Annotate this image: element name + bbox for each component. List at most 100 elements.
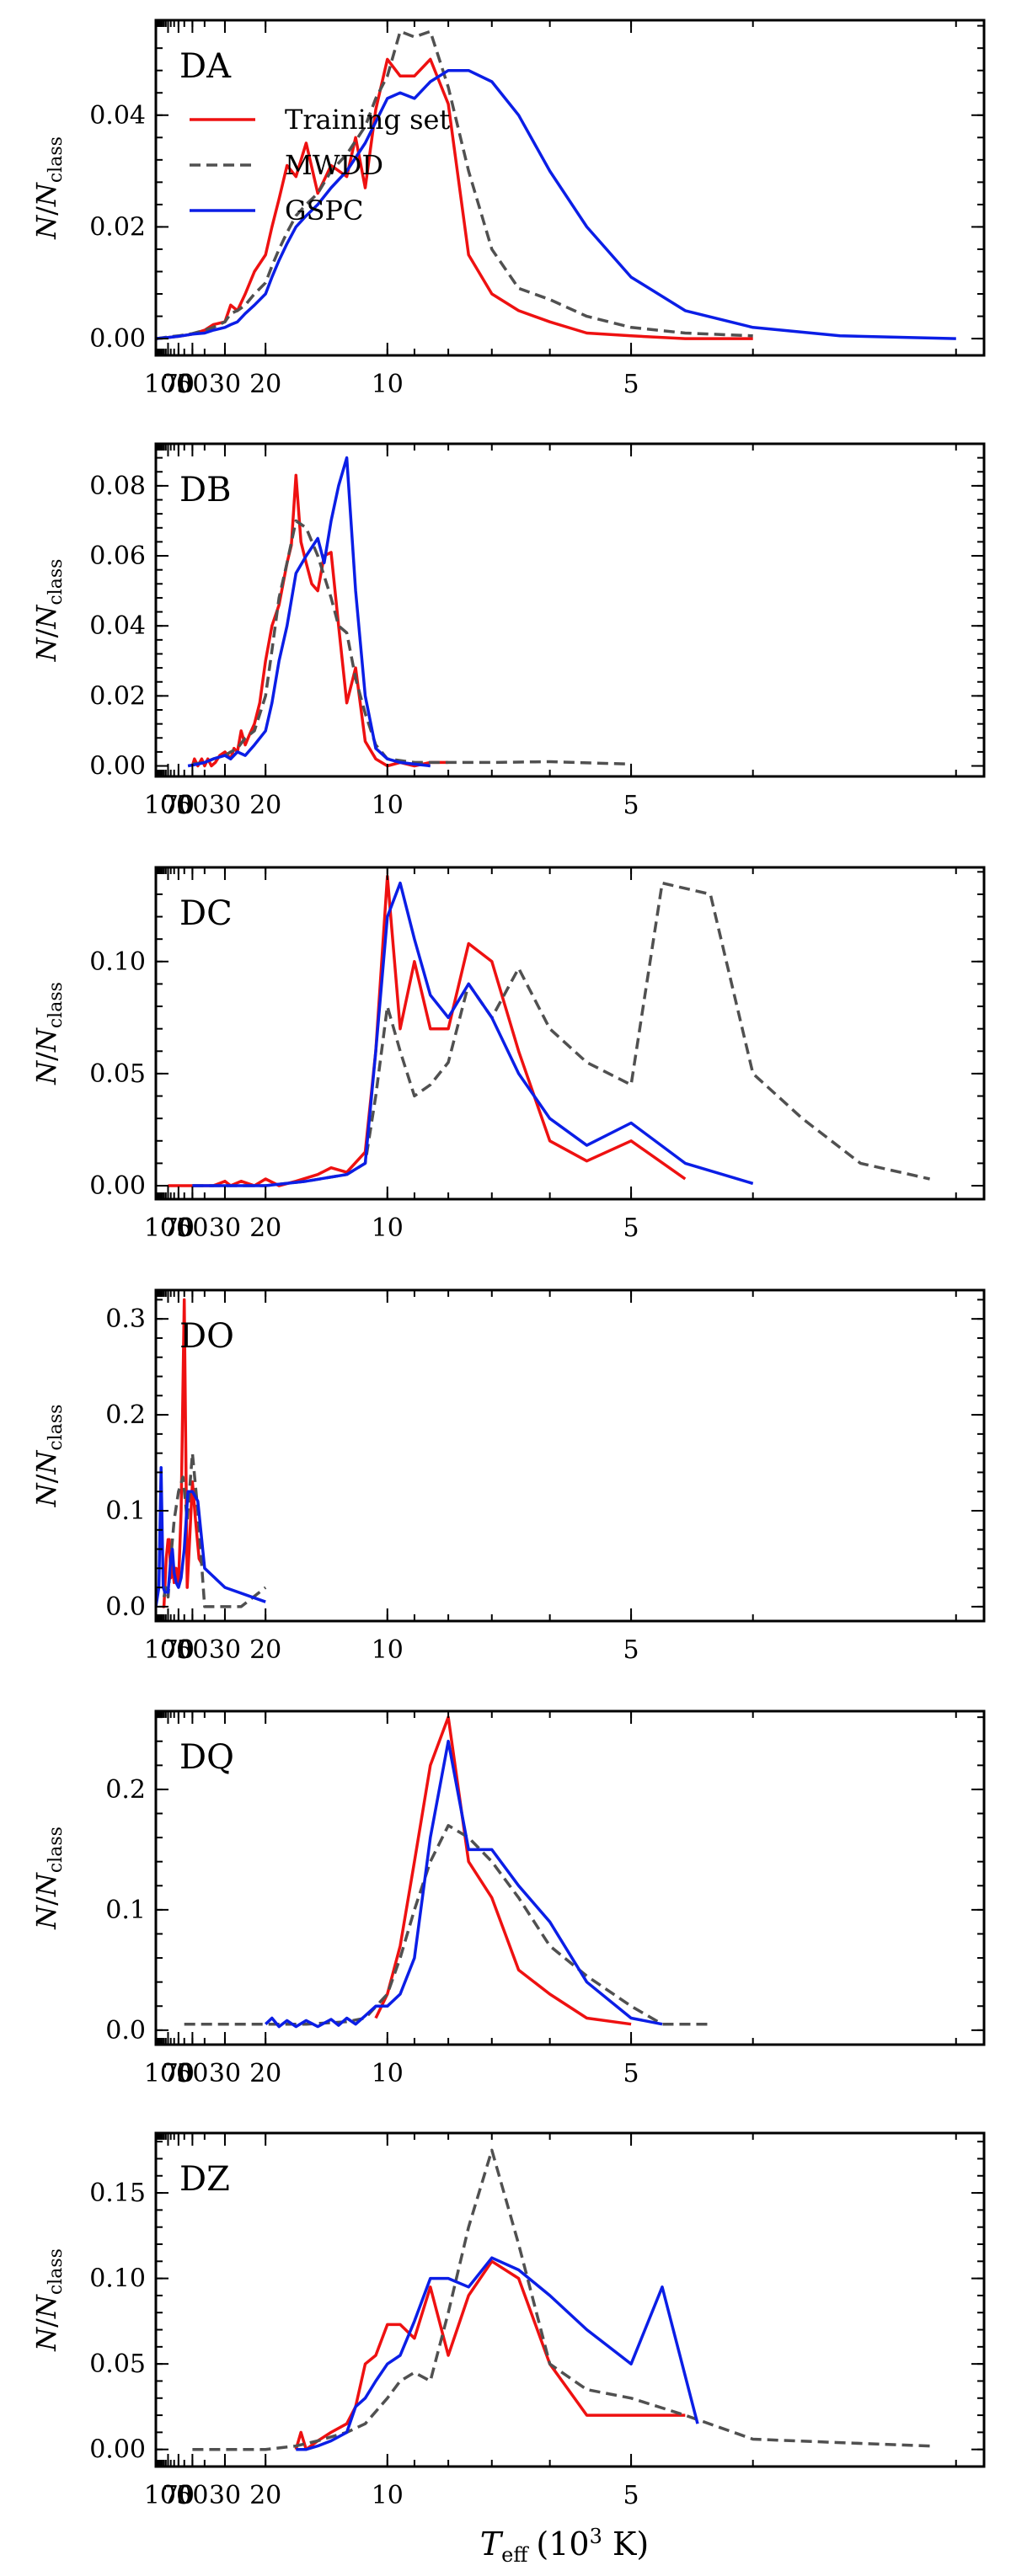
x-tick-label: 50 — [176, 1635, 208, 1665]
series-line-training-set — [162, 1298, 203, 1608]
panel-label: DA — [179, 47, 232, 86]
x-tick-label: 30 — [209, 791, 241, 820]
x-tick-label: 70 — [163, 370, 195, 399]
x-label-unit-exponent: 3 — [590, 2525, 602, 2548]
x-tick-label: 10 — [372, 2059, 404, 2088]
series-line-gspc — [296, 2256, 699, 2451]
y-tick-label: 0.2 — [105, 1400, 146, 1430]
x-tick-label: 30 — [209, 2059, 241, 2088]
y-tick-label: 0.3 — [105, 1304, 146, 1334]
panel-label: DO — [179, 1317, 234, 1356]
legend-label: GSPC — [285, 195, 364, 227]
y-tick-label: 0.00 — [89, 2435, 146, 2465]
x-label-symbol: T — [480, 2525, 504, 2563]
x-tick-label: 100 — [144, 1635, 192, 1665]
x-tick-label: 20 — [249, 791, 281, 820]
y-tick-label: 0.10 — [89, 947, 146, 977]
x-tick-label: 5 — [623, 1635, 639, 1665]
x-tick-label: 50 — [176, 791, 208, 820]
x-tick-label: 100 — [144, 2059, 192, 2088]
plot-frame — [154, 1709, 986, 2046]
x-tick-label: 20 — [249, 370, 281, 399]
y-label-subscript: class — [45, 2248, 67, 2295]
y-tick-label: 0.08 — [89, 472, 146, 501]
y-tick-label: 0.05 — [89, 1059, 146, 1089]
y-label-subscript: class — [45, 136, 67, 183]
x-tick-label: 10 — [372, 791, 404, 820]
x-tick-label: 10 — [372, 370, 404, 399]
y-axis-label: N/Nclass — [30, 2248, 67, 2352]
series-line-mwdd — [192, 519, 632, 766]
y-label-denominator: N — [30, 1027, 62, 1053]
panel-label: DC — [179, 894, 233, 933]
plot-frame — [154, 1288, 986, 1623]
x-tick-label: 100 — [144, 791, 192, 820]
y-tick-label: 0.04 — [89, 611, 146, 641]
y-label-numerator: N — [30, 1905, 62, 1930]
plot-frame — [154, 442, 986, 778]
y-tick-label: 0.00 — [89, 752, 146, 781]
series-line-gspc — [156, 1465, 266, 1608]
panel-label: DB — [179, 471, 231, 509]
x-label-unit-close: K) — [602, 2525, 649, 2563]
x-tick-label: 10 — [372, 1213, 404, 1243]
y-axis-label: N/Nclass — [30, 559, 67, 663]
series-line-mwdd — [192, 2148, 930, 2451]
y-tick-label: 0.02 — [89, 681, 146, 711]
series-line-training-set — [374, 1715, 632, 2026]
y-tick-label: 0.10 — [89, 2264, 146, 2294]
plot-frame — [154, 866, 986, 1201]
y-label-slash: / — [30, 1896, 62, 1906]
series-group — [156, 1298, 267, 1608]
y-label-slash: / — [30, 628, 62, 637]
x-tick-label: 100 — [144, 1213, 192, 1243]
y-label-slash: / — [30, 1474, 62, 1483]
y-tick-label: 0.00 — [89, 1171, 146, 1201]
y-tick-label: 0.0 — [105, 1592, 146, 1622]
x-tick-label: 70 — [163, 1635, 195, 1665]
series-line-training-set — [190, 473, 449, 768]
y-label-denominator: N — [30, 2294, 62, 2319]
x-label-unit-open: (10 — [536, 2525, 589, 2563]
y-label-subscript: class — [45, 982, 67, 1028]
y-tick-label: 0.1 — [105, 1896, 146, 1925]
x-tick-label: 5 — [623, 1213, 639, 1243]
y-label-denominator: N — [30, 605, 62, 630]
series-group — [168, 874, 930, 1187]
panel-label: DQ — [179, 1738, 234, 1777]
y-tick-label: 0.06 — [89, 541, 146, 571]
panel-label: DZ — [179, 2160, 230, 2199]
series-line-gspc — [156, 68, 956, 340]
x-label-subscript: eff — [501, 2543, 529, 2567]
y-axis-label: N/Nclass — [30, 1405, 67, 1508]
y-label-subscript: class — [45, 559, 67, 605]
y-label-denominator: N — [30, 182, 62, 207]
series-line-gspc — [192, 881, 754, 1187]
x-tick-label: 100 — [144, 370, 192, 399]
y-tick-label: 0.15 — [89, 2179, 146, 2208]
x-tick-label: 70 — [163, 2059, 195, 2088]
x-tick-label: 50 — [176, 1213, 208, 1243]
x-tick-label: 30 — [209, 2481, 241, 2510]
y-axis-label: N/Nclass — [30, 1827, 67, 1930]
series-line-mwdd — [162, 1451, 267, 1608]
y-label-denominator: N — [30, 1872, 62, 1897]
y-tick-label: 0.04 — [89, 101, 146, 131]
y-label-slash: / — [30, 1052, 62, 1061]
x-tick-label: 50 — [176, 2059, 208, 2088]
x-tick-label: 30 — [209, 1635, 241, 1665]
x-tick-label: 10 — [372, 2481, 404, 2510]
x-tick-label: 30 — [209, 370, 241, 399]
x-tick-label: 70 — [163, 2481, 195, 2510]
y-label-denominator: N — [30, 1450, 62, 1475]
x-tick-label: 70 — [163, 791, 195, 820]
x-tick-label: 20 — [249, 1213, 281, 1243]
x-tick-label: 5 — [623, 2481, 639, 2510]
x-tick-label: 5 — [623, 370, 639, 399]
legend-label: Training set — [285, 104, 450, 136]
